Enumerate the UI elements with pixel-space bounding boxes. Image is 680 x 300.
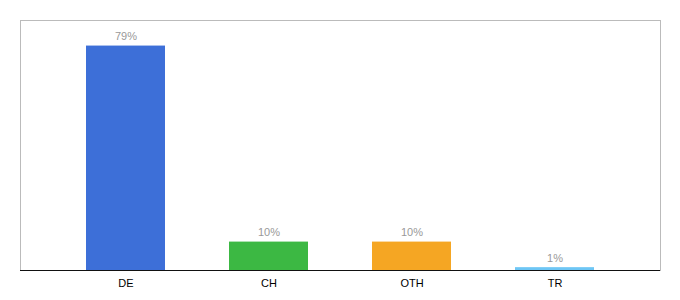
svg-text:TR: TR	[548, 277, 563, 289]
svg-text:OTH: OTH	[400, 277, 423, 289]
svg-text:DE: DE	[118, 277, 133, 289]
svg-text:10%: 10%	[401, 226, 423, 238]
svg-text:1%: 1%	[547, 252, 563, 264]
svg-text:79%: 79%	[115, 30, 137, 42]
svg-text:CH: CH	[261, 277, 277, 289]
svg-text:10%: 10%	[258, 226, 280, 238]
